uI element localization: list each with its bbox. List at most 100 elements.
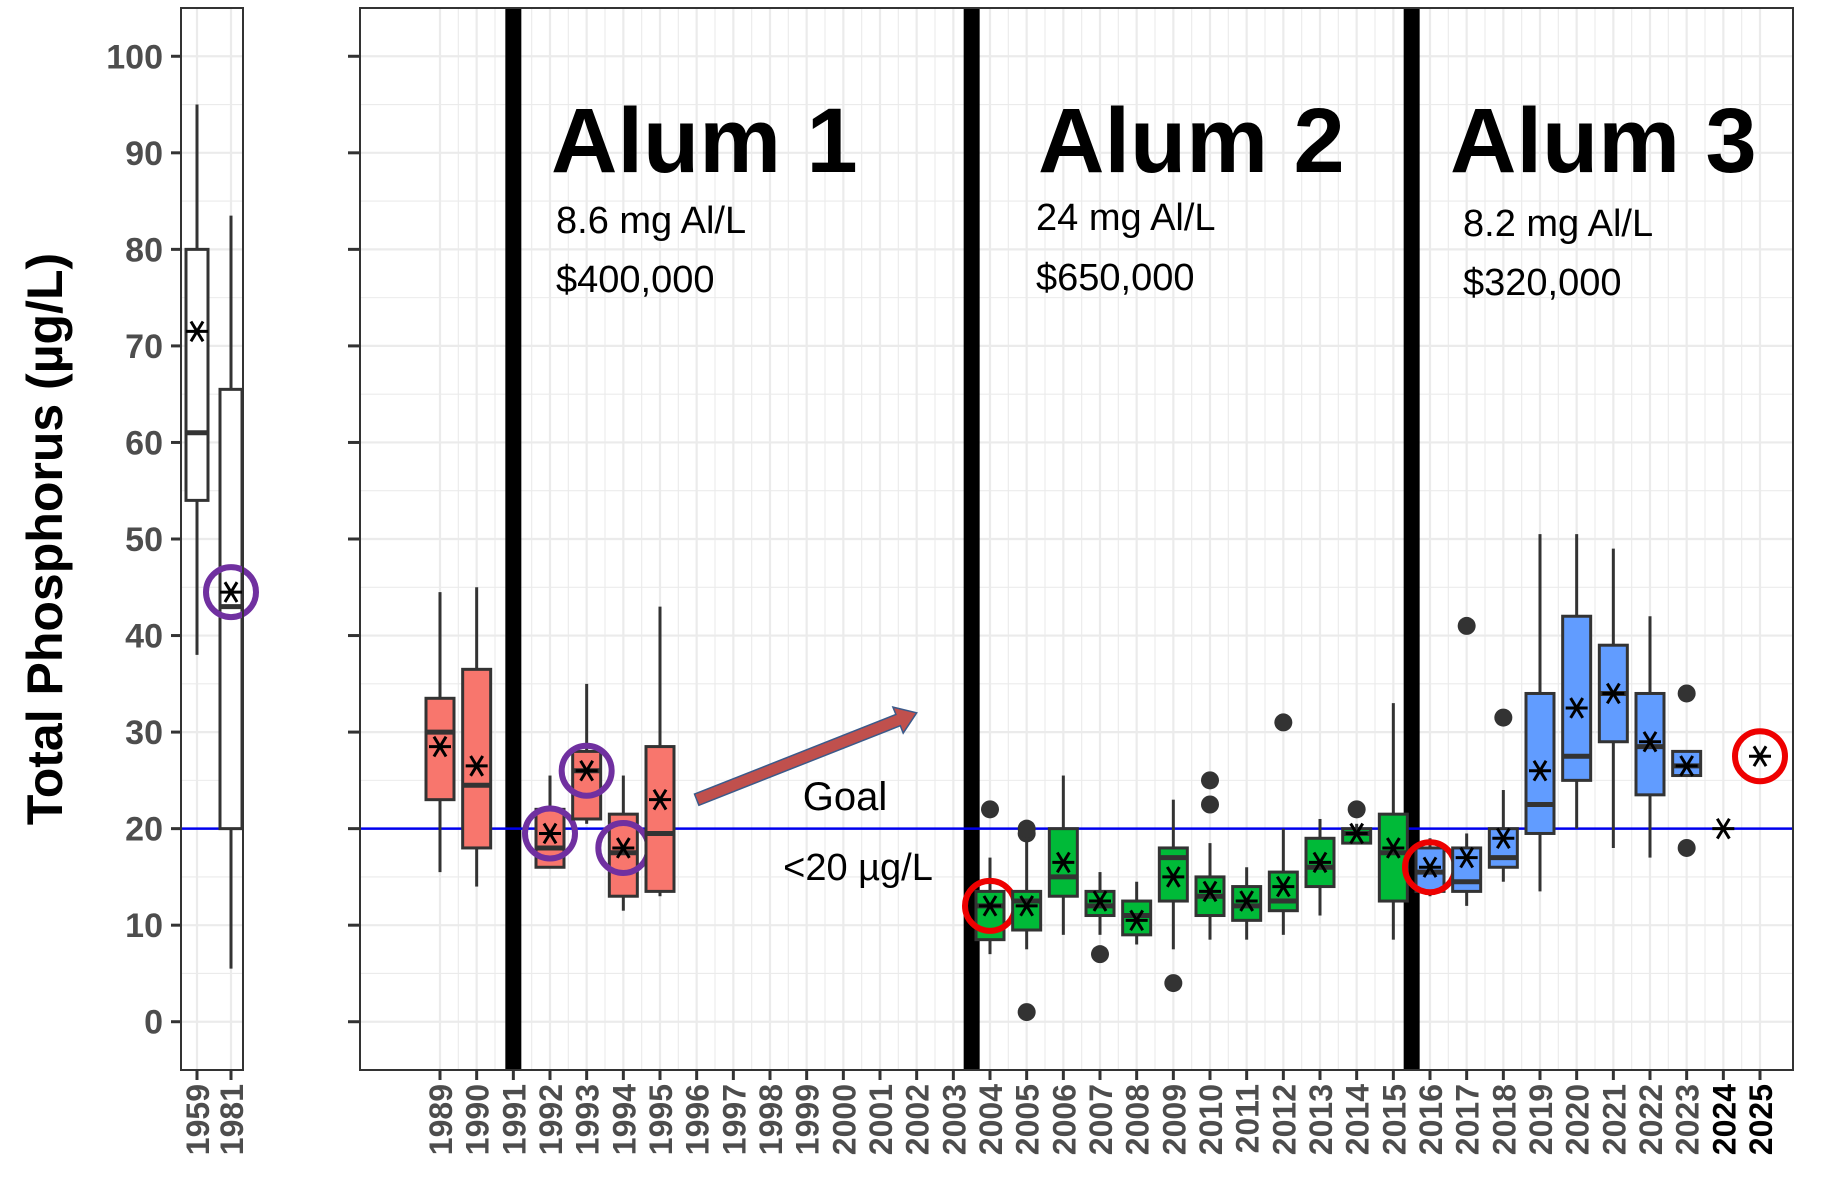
box-2020	[1561, 614, 1593, 782]
treatment-cost-2: $650,000	[1036, 257, 1195, 299]
outlier-2009	[1164, 974, 1183, 993]
mean-marker-2010	[1199, 880, 1221, 903]
treatment-title-1: Alum 1	[551, 90, 858, 192]
mean-marker-2022	[1639, 731, 1661, 753]
x-tick-label-2009: 2009	[1156, 1084, 1192, 1155]
highlight-circle-2025	[1732, 728, 1788, 785]
mean-marker-2011	[1235, 890, 1258, 912]
mean-marker-2015	[1382, 837, 1405, 859]
mean-marker-1995	[649, 788, 671, 811]
mean-marker-2018	[1492, 827, 1515, 849]
y-axis-title: Total Phosphorus (µg/L)	[17, 253, 73, 825]
box-2018	[1487, 827, 1519, 869]
treatment-title-2: Alum 2	[1038, 90, 1345, 192]
x-tick-label-2012: 2012	[1266, 1084, 1302, 1155]
box-2019	[1524, 691, 1556, 835]
outlier-2017	[1457, 616, 1476, 635]
x-tick-label-1990: 1990	[460, 1084, 496, 1155]
treatment-dose-2: 24 mg Al/L	[1036, 197, 1216, 239]
mean-marker-2006	[1052, 851, 1075, 874]
outlier-2007	[1091, 945, 1109, 964]
mean-marker-1981	[220, 581, 242, 603]
box-1995	[644, 745, 676, 893]
x-tick-label-2007: 2007	[1083, 1084, 1119, 1155]
x-tick-label-2025: 2025	[1743, 1084, 1779, 1155]
treatment-cost-3: $320,000	[1463, 262, 1622, 304]
y-tick-label: 100	[106, 38, 163, 76]
mean-marker-1990	[465, 755, 488, 777]
mean-marker-2014	[1345, 822, 1368, 845]
mean-marker-2012	[1272, 875, 1295, 898]
x-tick-label-2023: 2023	[1670, 1084, 1706, 1155]
x-tick-label-2018: 2018	[1486, 1084, 1522, 1155]
box-2017	[1451, 846, 1483, 893]
outlier-2018	[1494, 708, 1513, 727]
x-tick-label-2008: 2008	[1120, 1084, 1156, 1155]
y-tick-label: 70	[125, 328, 163, 366]
outlier-2023	[1677, 838, 1696, 857]
box-1990	[461, 667, 493, 850]
x-tick-label-1981: 1981	[214, 1084, 250, 1155]
outlier-2005	[1017, 819, 1036, 838]
mean-marker-2007	[1089, 890, 1111, 912]
x-tick-label-1991: 1991	[496, 1084, 532, 1155]
x-tick-label-2021: 2021	[1596, 1084, 1632, 1155]
x-tick-label-2011: 2011	[1230, 1084, 1266, 1153]
y-tick-label: 90	[125, 135, 163, 173]
x-tick-label-1989: 1989	[423, 1084, 459, 1155]
outlier-2014	[1347, 800, 1366, 819]
x-tick-label-2005: 2005	[1010, 1084, 1046, 1155]
box-2012	[1267, 870, 1299, 913]
mean-marker-2004	[979, 895, 1001, 917]
x-tick-label-2013: 2013	[1303, 1084, 1339, 1155]
x-tick-label-1959: 1959	[180, 1084, 216, 1155]
mean-marker-2008	[1125, 909, 1148, 932]
x-tick-label-1993: 1993	[570, 1084, 606, 1155]
x-tick-label-2016: 2016	[1413, 1084, 1449, 1155]
y-tick-label: 40	[125, 618, 163, 656]
mean-marker-1959	[186, 320, 208, 343]
box-1959	[184, 247, 210, 502]
mean-marker-2013	[1309, 851, 1331, 874]
mean-marker-2021	[1602, 682, 1625, 705]
mean-marker-2019	[1529, 760, 1551, 782]
outlier-2010	[1201, 795, 1219, 814]
y-tick-label: 60	[125, 424, 163, 462]
highlight-circle-1981	[203, 564, 259, 621]
mean-marker-2023	[1675, 755, 1698, 777]
x-tick-label-1999: 1999	[790, 1084, 826, 1155]
x-tick-label-1996: 1996	[680, 1084, 716, 1155]
x-tick-label-1998: 1998	[753, 1084, 789, 1155]
outlier-2005	[1017, 1003, 1036, 1022]
highlight-circle-1992	[522, 805, 578, 862]
x-tick-label-2004: 2004	[973, 1084, 1009, 1155]
treatment-dose-1: 8.6 mg Al/L	[556, 200, 746, 242]
goal-label: Goal	[803, 775, 888, 819]
box-2015	[1377, 812, 1409, 903]
x-tick-label-2002: 2002	[900, 1084, 936, 1155]
mean-marker-1994	[612, 837, 635, 859]
treatment-dose-3: 8.2 mg Al/L	[1463, 203, 1653, 245]
mean-marker-1989	[429, 735, 451, 758]
goal-value-label: <20 µg/L	[783, 847, 933, 889]
x-tick-label-2020: 2020	[1560, 1084, 1596, 1155]
outlier-2010	[1201, 771, 1219, 790]
mean-marker-2025	[1749, 745, 1771, 767]
outlier-2004	[981, 800, 999, 819]
mean-marker-2020	[1565, 697, 1588, 719]
highlight-circle-1993	[558, 742, 615, 799]
x-tick-label-1997: 1997	[716, 1084, 752, 1155]
x-tick-label-2017: 2017	[1450, 1084, 1486, 1155]
x-tick-label-1995: 1995	[643, 1084, 679, 1155]
y-tick-label: 80	[125, 231, 163, 269]
x-tick-label-2024: 2024	[1706, 1084, 1742, 1155]
y-tick-label: 10	[125, 907, 163, 945]
treatment-cost-1: $400,000	[556, 259, 715, 301]
mean-marker-2016	[1419, 856, 1441, 878]
mean-marker-2009	[1162, 866, 1185, 888]
box-2005	[1011, 889, 1043, 932]
x-tick-label-2006: 2006	[1046, 1084, 1082, 1155]
x-tick-label-2019: 2019	[1523, 1084, 1559, 1155]
